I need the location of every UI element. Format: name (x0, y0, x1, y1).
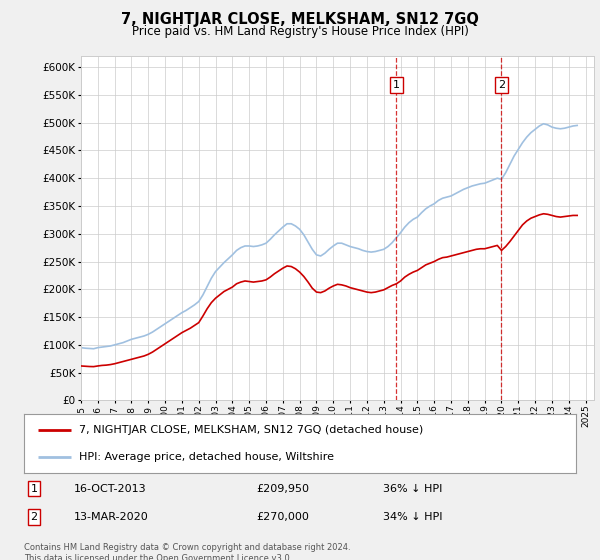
Text: 16-OCT-2013: 16-OCT-2013 (74, 483, 146, 493)
Text: £209,950: £209,950 (256, 483, 309, 493)
Text: 34% ↓ HPI: 34% ↓ HPI (383, 512, 442, 522)
Text: 1: 1 (31, 483, 37, 493)
Text: 36% ↓ HPI: 36% ↓ HPI (383, 483, 442, 493)
Text: £270,000: £270,000 (256, 512, 309, 522)
Text: HPI: Average price, detached house, Wiltshire: HPI: Average price, detached house, Wilt… (79, 452, 334, 463)
Text: 2: 2 (31, 512, 37, 522)
Text: 2: 2 (498, 80, 505, 90)
Text: Price paid vs. HM Land Registry's House Price Index (HPI): Price paid vs. HM Land Registry's House … (131, 25, 469, 38)
Text: 13-MAR-2020: 13-MAR-2020 (74, 512, 148, 522)
Text: 1: 1 (393, 80, 400, 90)
Text: 7, NIGHTJAR CLOSE, MELKSHAM, SN12 7GQ: 7, NIGHTJAR CLOSE, MELKSHAM, SN12 7GQ (121, 12, 479, 27)
Text: 7, NIGHTJAR CLOSE, MELKSHAM, SN12 7GQ (detached house): 7, NIGHTJAR CLOSE, MELKSHAM, SN12 7GQ (d… (79, 425, 424, 435)
Text: Contains HM Land Registry data © Crown copyright and database right 2024.
This d: Contains HM Land Registry data © Crown c… (24, 543, 350, 560)
